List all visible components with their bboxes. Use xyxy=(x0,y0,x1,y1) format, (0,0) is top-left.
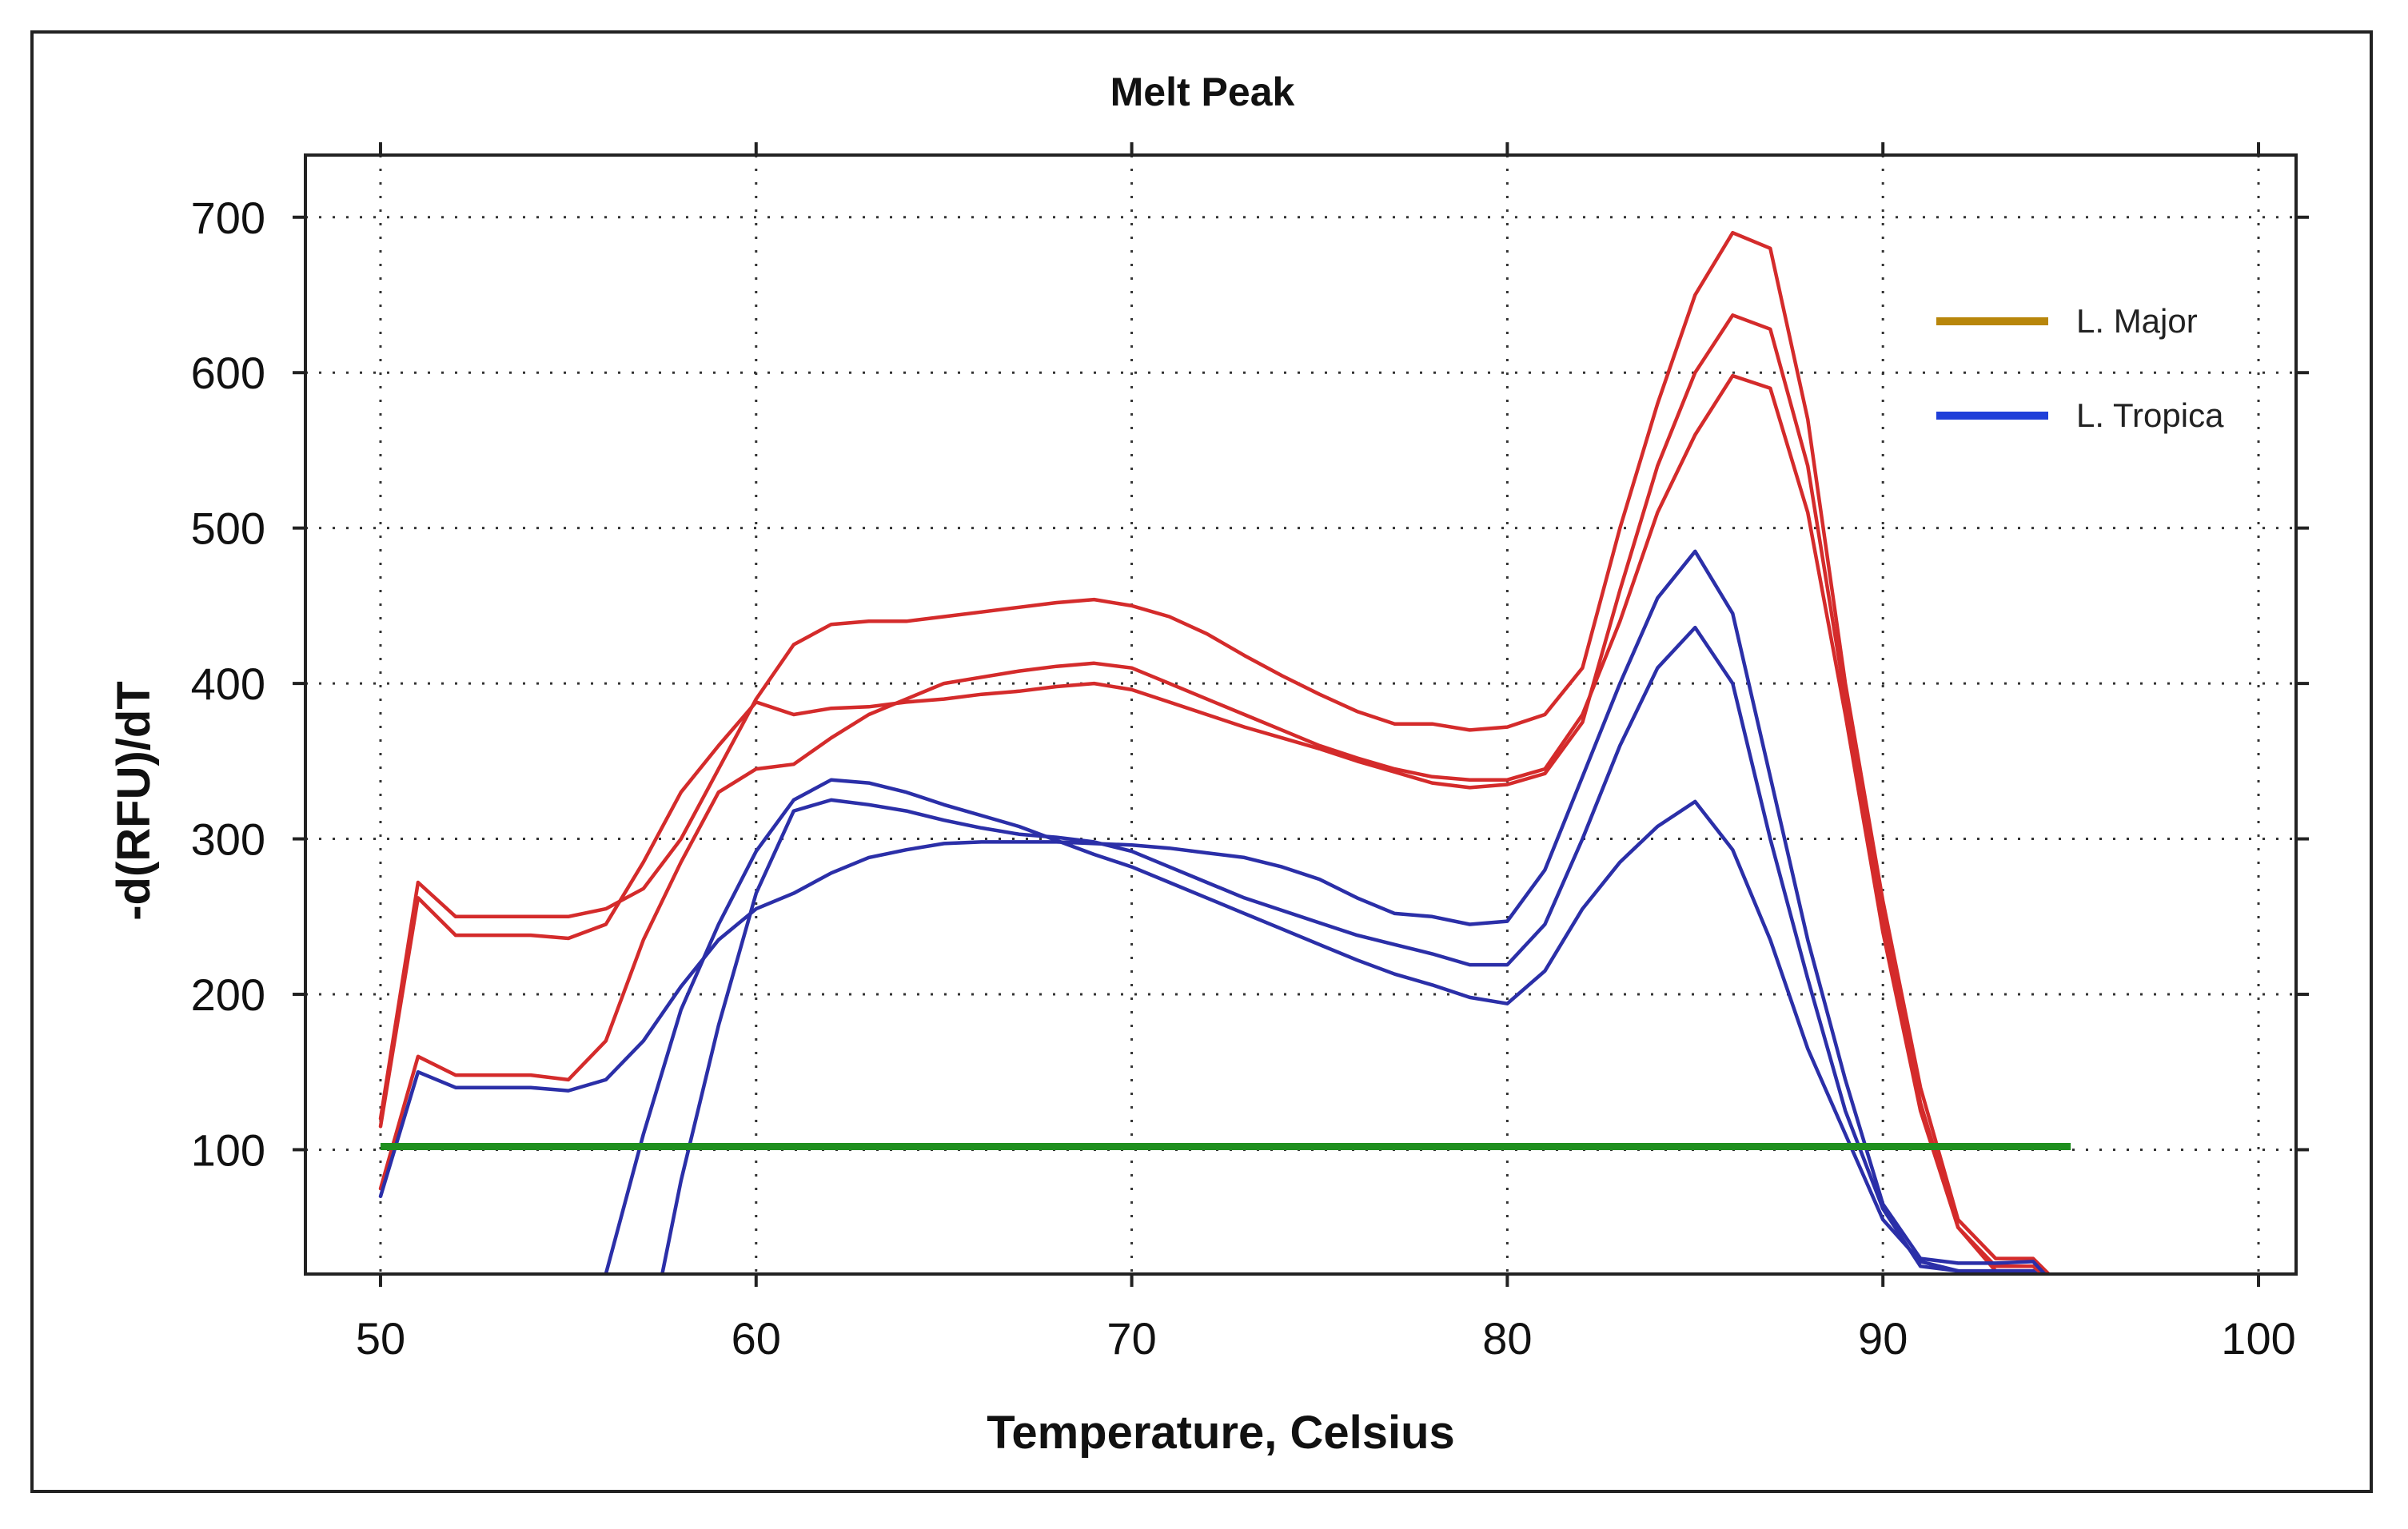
series-line-6 xyxy=(660,625,2040,1274)
x-tick-label: 70 xyxy=(1106,1313,1156,1364)
y-axis-title: -d(RFU)/dT xyxy=(108,681,160,921)
y-tick-label: 100 xyxy=(191,1125,265,1175)
series-line-2 xyxy=(378,313,2046,1274)
series-line-5 xyxy=(604,778,2037,1274)
x-tick-label: 60 xyxy=(732,1313,781,1364)
legend-label-1: L. Major xyxy=(2076,302,2198,340)
x-tick-label: 100 xyxy=(2221,1313,2295,1364)
x-tick-label: 50 xyxy=(356,1313,405,1364)
chart-title: Melt Peak xyxy=(1110,70,1295,114)
x-tick-label: 80 xyxy=(1482,1313,1532,1364)
plot-area-border xyxy=(304,153,2298,1276)
x-axis-title: Temperature, Celsius xyxy=(987,1407,1455,1459)
chart-frame: Melt Peak 50 60 70 80 90 100 100 200 300 400 500 60… xyxy=(30,30,2373,1493)
series-line-4 xyxy=(378,549,2047,1274)
y-tick-label: 600 xyxy=(191,348,265,398)
series-line-3 xyxy=(378,373,2040,1274)
y-tick-label: 200 xyxy=(191,970,265,1020)
ticks: 50 60 70 80 90 100 100 200 300 400 500 600 700 xyxy=(191,142,2309,1364)
x-tick-label: 90 xyxy=(1858,1313,1908,1364)
legend: L. Major L. Tropica xyxy=(1936,302,2224,434)
y-tick-label: 700 xyxy=(191,193,265,243)
melt-peak-chart: Melt Peak 50 60 70 80 90 100 100 200 300 400 500 60… xyxy=(108,70,2309,1459)
series-line-1 xyxy=(378,230,2051,1274)
curves xyxy=(378,230,2051,1274)
y-tick-label: 300 xyxy=(191,814,265,865)
legend-label-2: L. Tropica xyxy=(2076,396,2224,434)
y-tick-label: 500 xyxy=(191,504,265,554)
y-tick-label: 400 xyxy=(191,659,265,709)
